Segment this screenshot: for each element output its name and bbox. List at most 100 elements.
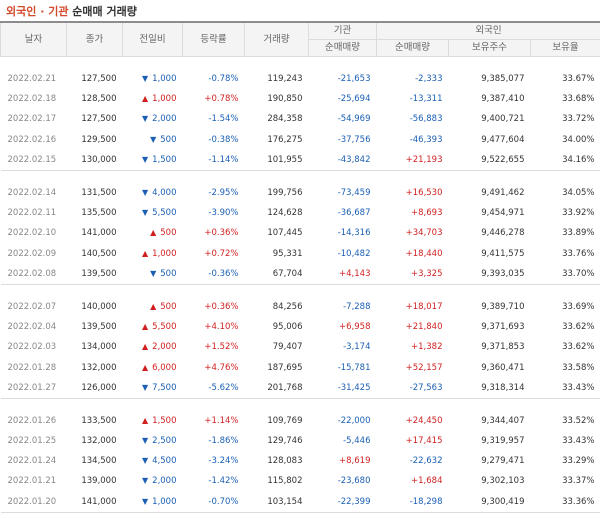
cell-ratio: 33.29%	[562, 456, 595, 467]
cell-volume: 119,243	[267, 73, 303, 84]
cell-date: 2022.02.14	[7, 187, 57, 198]
cell-date: 2022.02.09	[7, 248, 57, 259]
header-foreign: 외국인	[376, 22, 600, 40]
cell-inst-net: -10,482	[337, 248, 371, 259]
cell-inst-net: +6,958	[339, 321, 371, 332]
change-value: 1,000	[152, 93, 177, 104]
cell-foreign-net: -18,298	[409, 496, 443, 507]
cell-inst-net: -73,459	[337, 187, 371, 198]
table-row: 2022.01.20 141,000 ▼ 1,000 -0.70% 103,154 -22,…	[1, 492, 600, 512]
cell-volume: 95,331	[272, 248, 303, 259]
section-title: 외국인 · 기관 순매매 거래량	[6, 3, 137, 21]
cell-rate: -5.62%	[208, 382, 239, 393]
table-row: 2022.02.16 129,500 ▼ 500 -0.38% 176,275 -37,75…	[1, 129, 600, 149]
change-value: 2,500	[152, 435, 177, 446]
cell-change: ▼ 7,500	[123, 378, 183, 398]
cell-change: ▼ 500	[123, 264, 183, 284]
table-row: 2022.02.04 139,500 ▲ 5,500 +4.10% 95,006 +6,95…	[1, 317, 600, 337]
arrow-down-icon: ▼	[142, 114, 149, 124]
cell-change: ▼ 1,000	[123, 69, 183, 89]
cell-change: ▲ 5,500	[123, 317, 183, 337]
arrow-up-icon: ▲	[142, 321, 149, 331]
table-row: 2022.01.28 132,000 ▲ 6,000 +4.76% 187,695 -15,…	[1, 357, 600, 377]
cell-close: 134,500	[81, 456, 117, 467]
header-foreign-net: 순매매량	[376, 39, 449, 57]
cell-rate: -1.42%	[208, 476, 239, 487]
cell-rate: -3.24%	[208, 456, 239, 467]
cell-ratio: 34.00%	[562, 134, 595, 145]
arrow-up-icon: ▲	[142, 415, 149, 425]
header-close: 종가	[66, 22, 123, 57]
table-row: 2022.01.26 133,500 ▲ 1,500 +1.14% 109,769 -22,…	[1, 410, 600, 430]
cell-change: ▲ 1,000	[123, 243, 183, 263]
cell-inst-net: -14,316	[337, 228, 371, 239]
cell-rate: +4.10%	[204, 321, 239, 332]
change-value: 1,500	[152, 415, 177, 426]
table-row: 2022.02.03 134,000 ▲ 2,000 +1.52% 79,407 -3,17…	[1, 337, 600, 357]
cell-rate: -2.95%	[208, 187, 239, 198]
cell-close: 131,500	[81, 187, 117, 198]
arrow-down-icon: ▼	[142, 154, 149, 164]
change-value: 5,500	[152, 207, 177, 218]
cell-change: ▲ 2,000	[123, 337, 183, 357]
cell-date: 2022.02.15	[7, 154, 57, 165]
header-change: 전일비	[122, 22, 183, 57]
cell-ratio: 33.62%	[562, 321, 595, 332]
change-value: 500	[160, 301, 177, 312]
cell-foreign-net: -22,632	[409, 456, 443, 467]
cell-holdings: 9,522,655	[481, 154, 525, 165]
cell-close: 140,000	[81, 301, 117, 312]
cell-close: 132,000	[81, 435, 117, 446]
cell-volume: 199,756	[267, 187, 303, 198]
cell-holdings: 9,477,604	[481, 134, 525, 145]
cell-rate: -1.54%	[208, 114, 239, 125]
cell-ratio: 33.72%	[562, 114, 595, 125]
table-row: 2022.01.21 139,000 ▼ 2,000 -1.42% 115,802 -23,…	[1, 471, 600, 491]
cell-ratio: 33.68%	[562, 93, 595, 104]
cell-ratio: 33.62%	[562, 342, 595, 353]
cell-foreign-net: +21,193	[405, 154, 443, 165]
cell-date: 2022.02.18	[7, 93, 57, 104]
change-value: 1,500	[152, 154, 177, 165]
cell-foreign-net: +1,684	[411, 476, 443, 487]
table-row: 2022.01.24 134,500 ▼ 4,500 -3.24% 128,083 +8,6…	[1, 451, 600, 471]
change-value: 6,000	[152, 362, 177, 373]
cell-foreign-net: +16,530	[405, 187, 443, 198]
cell-volume: 107,445	[267, 228, 303, 239]
cell-volume: 109,769	[267, 415, 303, 426]
cell-ratio: 33.92%	[562, 207, 595, 218]
change-value: 7,500	[152, 382, 177, 393]
cell-foreign-net: +18,440	[405, 248, 443, 259]
cell-volume: 95,006	[272, 321, 303, 332]
cell-foreign-net: -27,563	[409, 382, 443, 393]
cell-rate: +0.36%	[204, 228, 239, 239]
cell-change: ▲ 6,000	[123, 357, 183, 377]
cell-foreign-net: +1,382	[411, 342, 443, 353]
arrow-down-icon: ▼	[142, 456, 149, 466]
header-inst-net: 순매매량	[308, 39, 377, 57]
cell-volume: 190,850	[267, 93, 303, 104]
cell-ratio: 33.70%	[562, 268, 595, 279]
arrow-down-icon: ▼	[142, 476, 149, 486]
cell-holdings: 9,446,278	[481, 228, 525, 239]
cell-rate: -0.38%	[208, 134, 239, 145]
cell-volume: 79,407	[272, 342, 303, 353]
arrow-up-icon: ▲	[142, 93, 149, 103]
cell-holdings: 9,385,077	[481, 73, 525, 84]
cell-close: 139,000	[81, 476, 117, 487]
header-date: 날자	[0, 22, 67, 57]
cell-holdings: 9,411,575	[481, 248, 525, 259]
cell-inst-net: -23,680	[337, 476, 371, 487]
cell-close: 141,000	[81, 496, 117, 507]
header-rate: 등락률	[182, 22, 245, 57]
cell-rate: +1.14%	[204, 415, 239, 426]
cell-inst-net: -43,842	[337, 154, 371, 165]
header-institution: 기관	[308, 22, 377, 40]
cell-volume: 115,802	[267, 476, 303, 487]
cell-close: 128,500	[81, 93, 117, 104]
arrow-up-icon: ▲	[150, 301, 157, 311]
cell-foreign-net: -46,393	[409, 134, 443, 145]
cell-ratio: 33.58%	[562, 362, 595, 373]
cell-change: ▼ 1,000	[123, 492, 183, 512]
